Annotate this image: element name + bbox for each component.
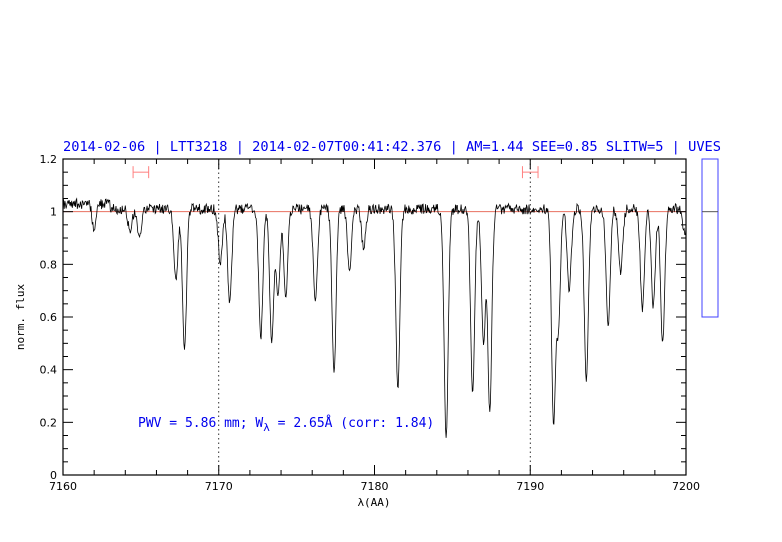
side-panel xyxy=(701,158,719,318)
x-tick-label: 7200 xyxy=(672,480,700,493)
y-tick-label: 0 xyxy=(50,469,57,482)
annotation-prefix: PWV = 5.86 mm; W xyxy=(138,416,263,431)
plot-area: 7160 7170 7180 7190 7200 0 0.2 0.4 0.6 0.8 1 1.2 xyxy=(40,153,719,493)
y-tick-label: 0.4 xyxy=(40,364,58,377)
x-tick-label: 7170 xyxy=(205,480,233,493)
annotation-suffix: = 2.65Å (corr: 1.84) xyxy=(270,415,434,431)
annotation-subscript: λ xyxy=(263,421,270,434)
pwv-annotation: PWV = 5.86 mm; Wλ = 2.65Å (corr: 1.84) xyxy=(138,415,434,434)
y-tick-label: 0.8 xyxy=(40,258,58,271)
spectrum-line xyxy=(62,197,687,438)
x-tick-label: 7190 xyxy=(516,480,544,493)
y-axis-label: norm. flux xyxy=(14,284,27,351)
y-tick-label: 0.6 xyxy=(40,311,58,324)
y-tick-label: 0.2 xyxy=(40,416,58,429)
y-tick-label: 1.2 xyxy=(40,153,58,166)
x-axis-label: λ(AA) xyxy=(357,496,390,509)
x-tick-label: 7180 xyxy=(361,480,389,493)
x-tick-label: 7160 xyxy=(49,480,77,493)
chart-title: 2014-02-06 | LTT3218 | 2014-02-07T00:41:… xyxy=(63,140,721,155)
y-tick-label: 1 xyxy=(50,206,57,219)
